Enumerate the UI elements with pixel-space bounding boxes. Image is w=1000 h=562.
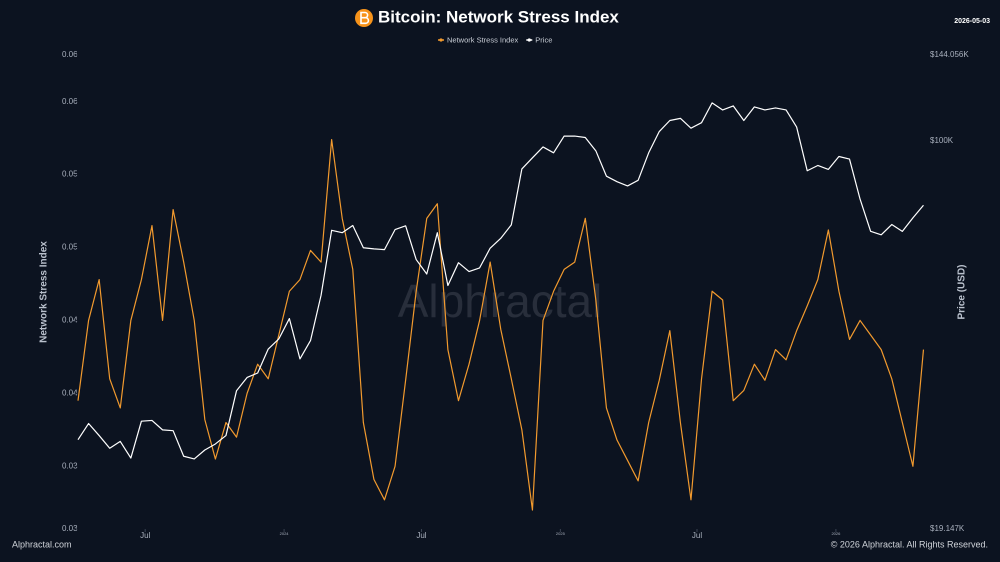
y-tick-label: 0.06 xyxy=(62,50,78,59)
x-tick-label: 2025 xyxy=(556,531,566,536)
x-tick-label: Jul xyxy=(692,531,702,540)
watermark: Alphractal xyxy=(398,275,603,327)
logo-icon xyxy=(355,9,373,27)
y-tick-label: 0.05 xyxy=(62,243,78,252)
footer-left: Alphractal.com xyxy=(12,539,72,549)
legend-label: Price xyxy=(535,35,552,44)
y-tick-label: 0.06 xyxy=(62,97,78,106)
x-tick-label: 2026 xyxy=(831,531,841,536)
legend: Network Stress Index Price xyxy=(438,35,552,44)
footer-right: © 2026 Alphractal. All Rights Reserved. xyxy=(831,539,988,549)
chart-title: Bitcoin: Network Stress Index xyxy=(378,7,619,26)
y-tick-label: 0.03 xyxy=(62,524,78,533)
y2-tick-label: $100K xyxy=(930,136,954,145)
y2-axis-label: Price (USD) xyxy=(957,264,968,319)
y-tick-label: 0.03 xyxy=(62,461,78,470)
series-line xyxy=(77,138,925,511)
y-tick-label: 0.05 xyxy=(62,170,78,179)
y-tick-label: 0.04 xyxy=(62,388,78,397)
x-tick-label: Jul xyxy=(416,531,426,540)
legend-marker xyxy=(527,38,531,42)
legend-label: Network Stress Index xyxy=(447,35,519,44)
date-label: 2026-05-03 xyxy=(954,18,990,25)
y-axis-label: Network Stress Index xyxy=(39,241,50,343)
y2-tick-label: $144.056K xyxy=(930,50,969,59)
x-tick-label: 2024 xyxy=(280,531,290,536)
y-tick-label: 0.04 xyxy=(62,316,78,325)
legend-marker xyxy=(439,38,443,42)
y2-tick-label: $19.147K xyxy=(930,524,965,533)
x-tick-label: Jul xyxy=(140,531,150,540)
series-line xyxy=(77,102,924,460)
